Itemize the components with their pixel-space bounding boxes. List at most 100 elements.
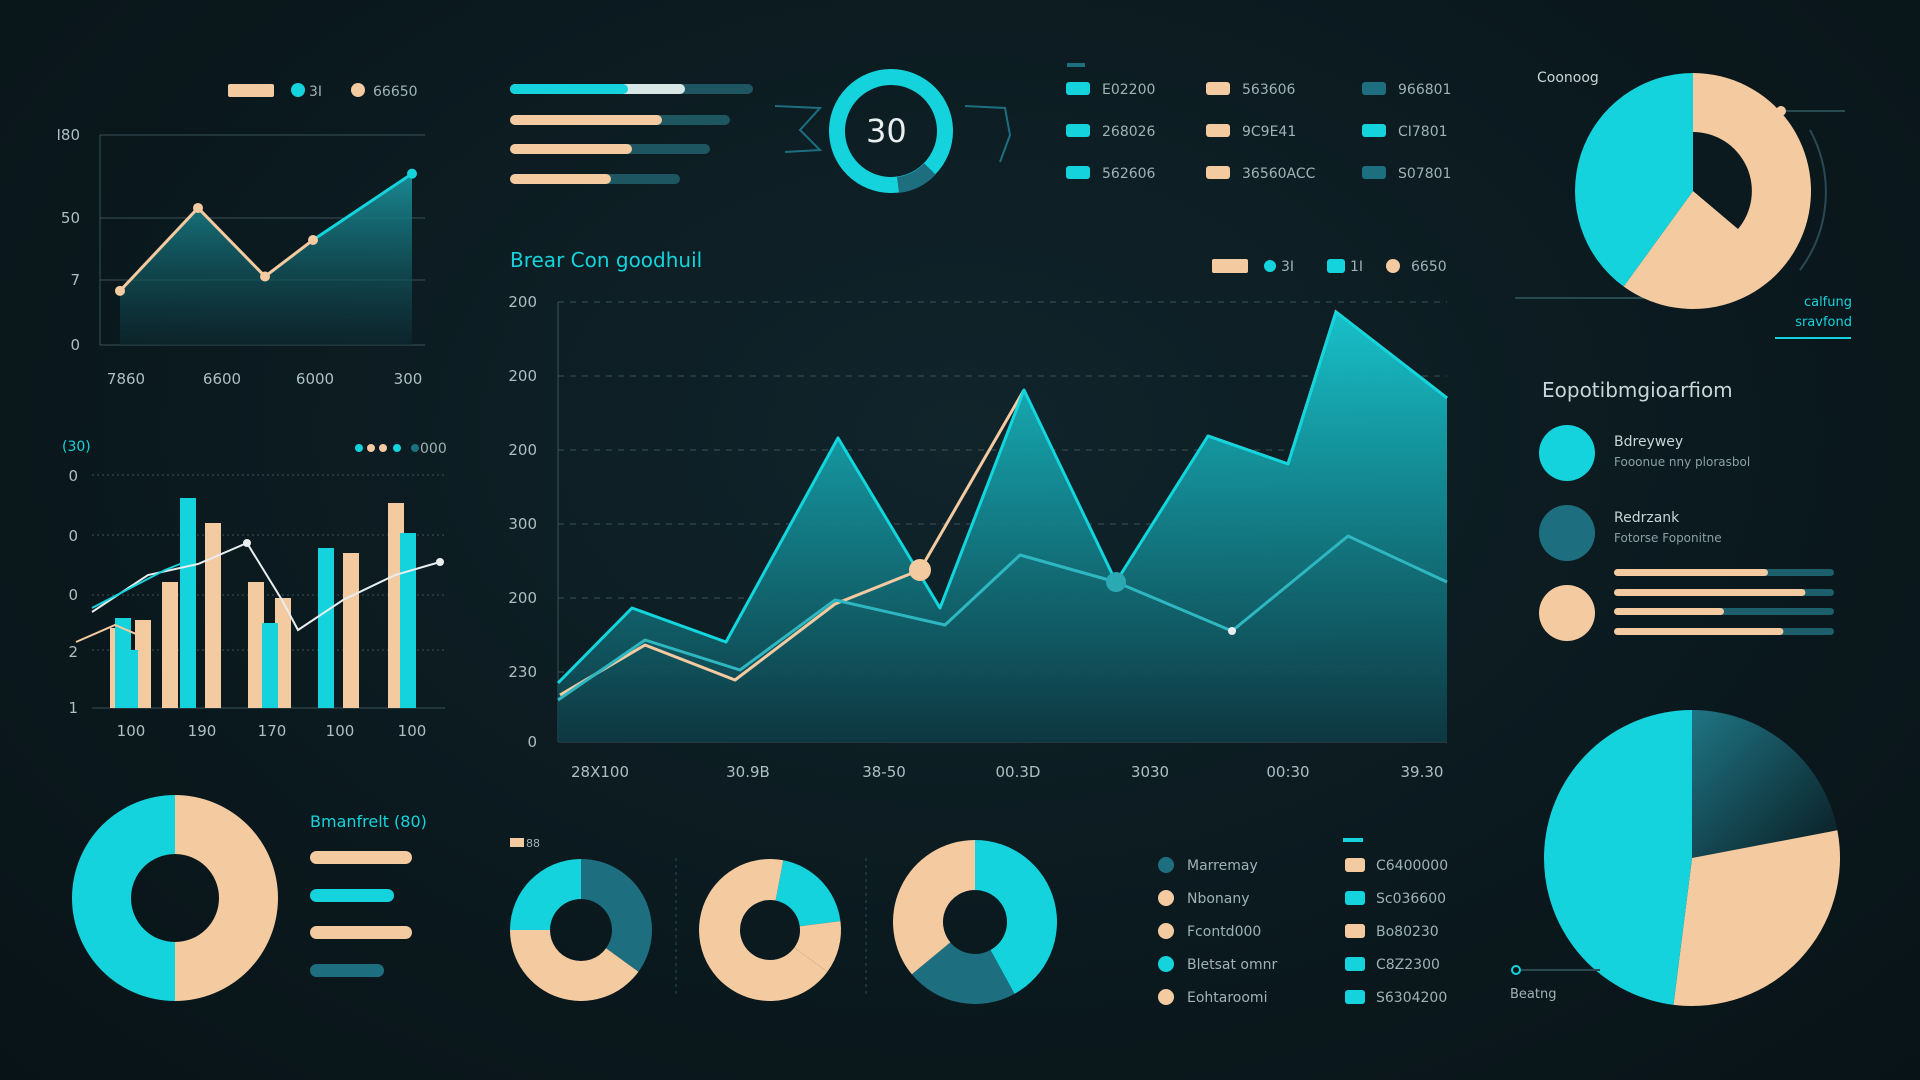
legend-grid-swatch-4 xyxy=(1066,124,1090,137)
info-item-2-title: Redrzank xyxy=(1614,510,1680,526)
gauge-remainder xyxy=(896,163,936,193)
legend-bottom-left-label-4: Bletsat omnr xyxy=(1187,957,1277,973)
bottom-donut-2-slice-2 xyxy=(775,860,841,927)
info-bar-fill-2 xyxy=(1614,589,1806,596)
info-panel-bars xyxy=(1614,569,1834,635)
pie-tr-note-2: sravfond xyxy=(1795,315,1852,330)
bar-mini-bars xyxy=(110,498,444,708)
legend-bottom-right-swatch-5 xyxy=(1345,990,1365,1004)
legend-bottom-left-dot-5 xyxy=(1158,989,1174,1005)
bm-ytick-1: 1 xyxy=(68,699,78,717)
legend-bottom-right-label-3: Bo80230 xyxy=(1376,924,1439,940)
info-item-3-circle xyxy=(1539,585,1595,641)
bottom-donut-1-slice-1 xyxy=(581,859,652,972)
legend-grid-swatch-3 xyxy=(1362,82,1386,95)
bottom-donuts-tag-swatch xyxy=(510,838,524,847)
gauge-value: 30 xyxy=(866,112,907,150)
ptr-slice-2 xyxy=(1574,72,1693,287)
tl-point-3 xyxy=(260,271,270,282)
legend-grid-label-5: 9C9E41 xyxy=(1242,124,1296,140)
legend-bottom-left-dot-4 xyxy=(1158,956,1174,972)
legend-dot-cyan xyxy=(291,83,305,97)
top-left-y-ticks: 0 7 50 I80 xyxy=(56,126,80,354)
main-chart-x-ticks: 28X100 30.9B 38-50 00.3D 3030 00:30 39.30 xyxy=(571,763,1443,781)
legend-bottom-right-swatch-4 xyxy=(1345,957,1365,971)
main-legend-label-1: 3I xyxy=(1281,259,1294,275)
ptr-cutout xyxy=(1693,132,1752,229)
info-item-1-circle xyxy=(1539,425,1595,481)
bm-bar-cyan-6 xyxy=(400,533,416,708)
bm-bar-peach-5 xyxy=(248,582,264,708)
top-left-points xyxy=(115,168,417,296)
mc-ytick-7: 200 xyxy=(508,293,537,311)
legend-bottom-left-label-2: Nbonany xyxy=(1187,891,1250,907)
legend-grid-label-8: 36560ACC xyxy=(1242,166,1316,182)
tl-point-5 xyxy=(407,168,417,179)
tl-xtick-3: 6000 xyxy=(296,370,334,388)
bar-legend-dot-5 xyxy=(411,444,419,452)
main-legend-label-2: 1I xyxy=(1350,259,1363,275)
top-left-legend: 3I 66650 xyxy=(228,83,418,100)
bm-bar-peach-6 xyxy=(275,598,291,708)
bm-ytick-2: 2 xyxy=(68,643,78,661)
legend-grid-swatch-2 xyxy=(1206,82,1230,95)
main-legend-dot-3 xyxy=(1386,259,1400,273)
progress-bar-3 xyxy=(510,144,710,154)
donut-bottom-left-slices xyxy=(72,795,278,1001)
mc-xtick-1: 28X100 xyxy=(571,763,629,781)
pbr-slice-2 xyxy=(1673,830,1841,1006)
info-bar-fill-4 xyxy=(1614,628,1784,635)
mc-ytick-3: 200 xyxy=(508,589,537,607)
mc-ytick-4: 300 xyxy=(508,515,537,533)
pie-top-right-slices xyxy=(1574,72,1811,309)
legend-grid-swatch-5 xyxy=(1206,124,1230,137)
legend-grid-swatch-8 xyxy=(1206,166,1230,179)
tl-ytick-2: 7 xyxy=(70,271,80,289)
legend-bottom-right-swatch-3 xyxy=(1345,924,1365,938)
pbr-slice-1 xyxy=(1692,710,1838,858)
main-chart-highlight-peach xyxy=(909,559,931,581)
legend-bottom-right-label-5: S6304200 xyxy=(1376,990,1447,1006)
bar-legend-dot-3 xyxy=(379,444,387,452)
legend-bottom-right-label-1: C6400000 xyxy=(1376,858,1448,874)
mc-xtick-3: 38-50 xyxy=(862,763,906,781)
pie-bottom-right: Beatng xyxy=(1510,710,1841,1006)
tl-ytick-4: I80 xyxy=(56,126,80,144)
legend-grid-label-6: CI7801 xyxy=(1398,124,1448,140)
bottom-donut-1-slice-2 xyxy=(510,930,639,1001)
dbl-slice-1 xyxy=(175,795,278,1001)
tl-point-2 xyxy=(193,202,203,213)
pie-top-right-title: Coonoog xyxy=(1537,70,1599,86)
tl-ytick-1: 0 xyxy=(70,336,80,354)
bottom-donut-2-slice-1 xyxy=(698,859,828,1002)
pie-tr-note-1: calfung xyxy=(1804,295,1852,310)
bm-bar-peach-4 xyxy=(205,523,221,708)
info-panel: Eopotibmgioarfiom Bdreywey Fooonue nny p… xyxy=(1539,378,1834,641)
gauge-bracket-right xyxy=(964,105,1012,163)
legend-bottom-left-label-1: Marremay xyxy=(1187,858,1258,874)
bottom-donut-1-slice-3 xyxy=(510,859,581,930)
bm-bar-peach-2 xyxy=(135,620,151,708)
top-left-cyan-line xyxy=(312,172,413,242)
tl-point-4 xyxy=(308,235,318,245)
info-bar-fill-1 xyxy=(1614,569,1768,576)
legend-grid-swatch-9 xyxy=(1362,166,1386,179)
dbl-slice-2 xyxy=(72,795,175,1001)
bottom-donut-3-slice-1 xyxy=(975,840,1057,994)
pie-br-label: Beatng xyxy=(1510,987,1556,1002)
bm-xtick-3: 170 xyxy=(258,722,287,740)
main-chart-peach-line xyxy=(559,389,1026,697)
pie-top-right: Coonoog calfung sravfond xyxy=(1515,70,1852,339)
legend-grid-label-9: S07801 xyxy=(1398,166,1451,182)
bar-legend-dot-1 xyxy=(355,444,363,452)
bottom-donut-3-slice-3 xyxy=(893,840,975,975)
mc-ytick-1: 0 xyxy=(527,733,537,751)
gauge-ring xyxy=(829,69,953,193)
legend-bottom-left-dot-3 xyxy=(1158,923,1174,939)
tl-point-1 xyxy=(115,285,125,296)
bottom-donut-2-slice-3 xyxy=(794,921,841,972)
bar-mini-peach-line xyxy=(75,623,151,643)
mc-xtick-6: 00:30 xyxy=(1266,763,1309,781)
legend-bottom-left-dot-2 xyxy=(1158,890,1174,906)
